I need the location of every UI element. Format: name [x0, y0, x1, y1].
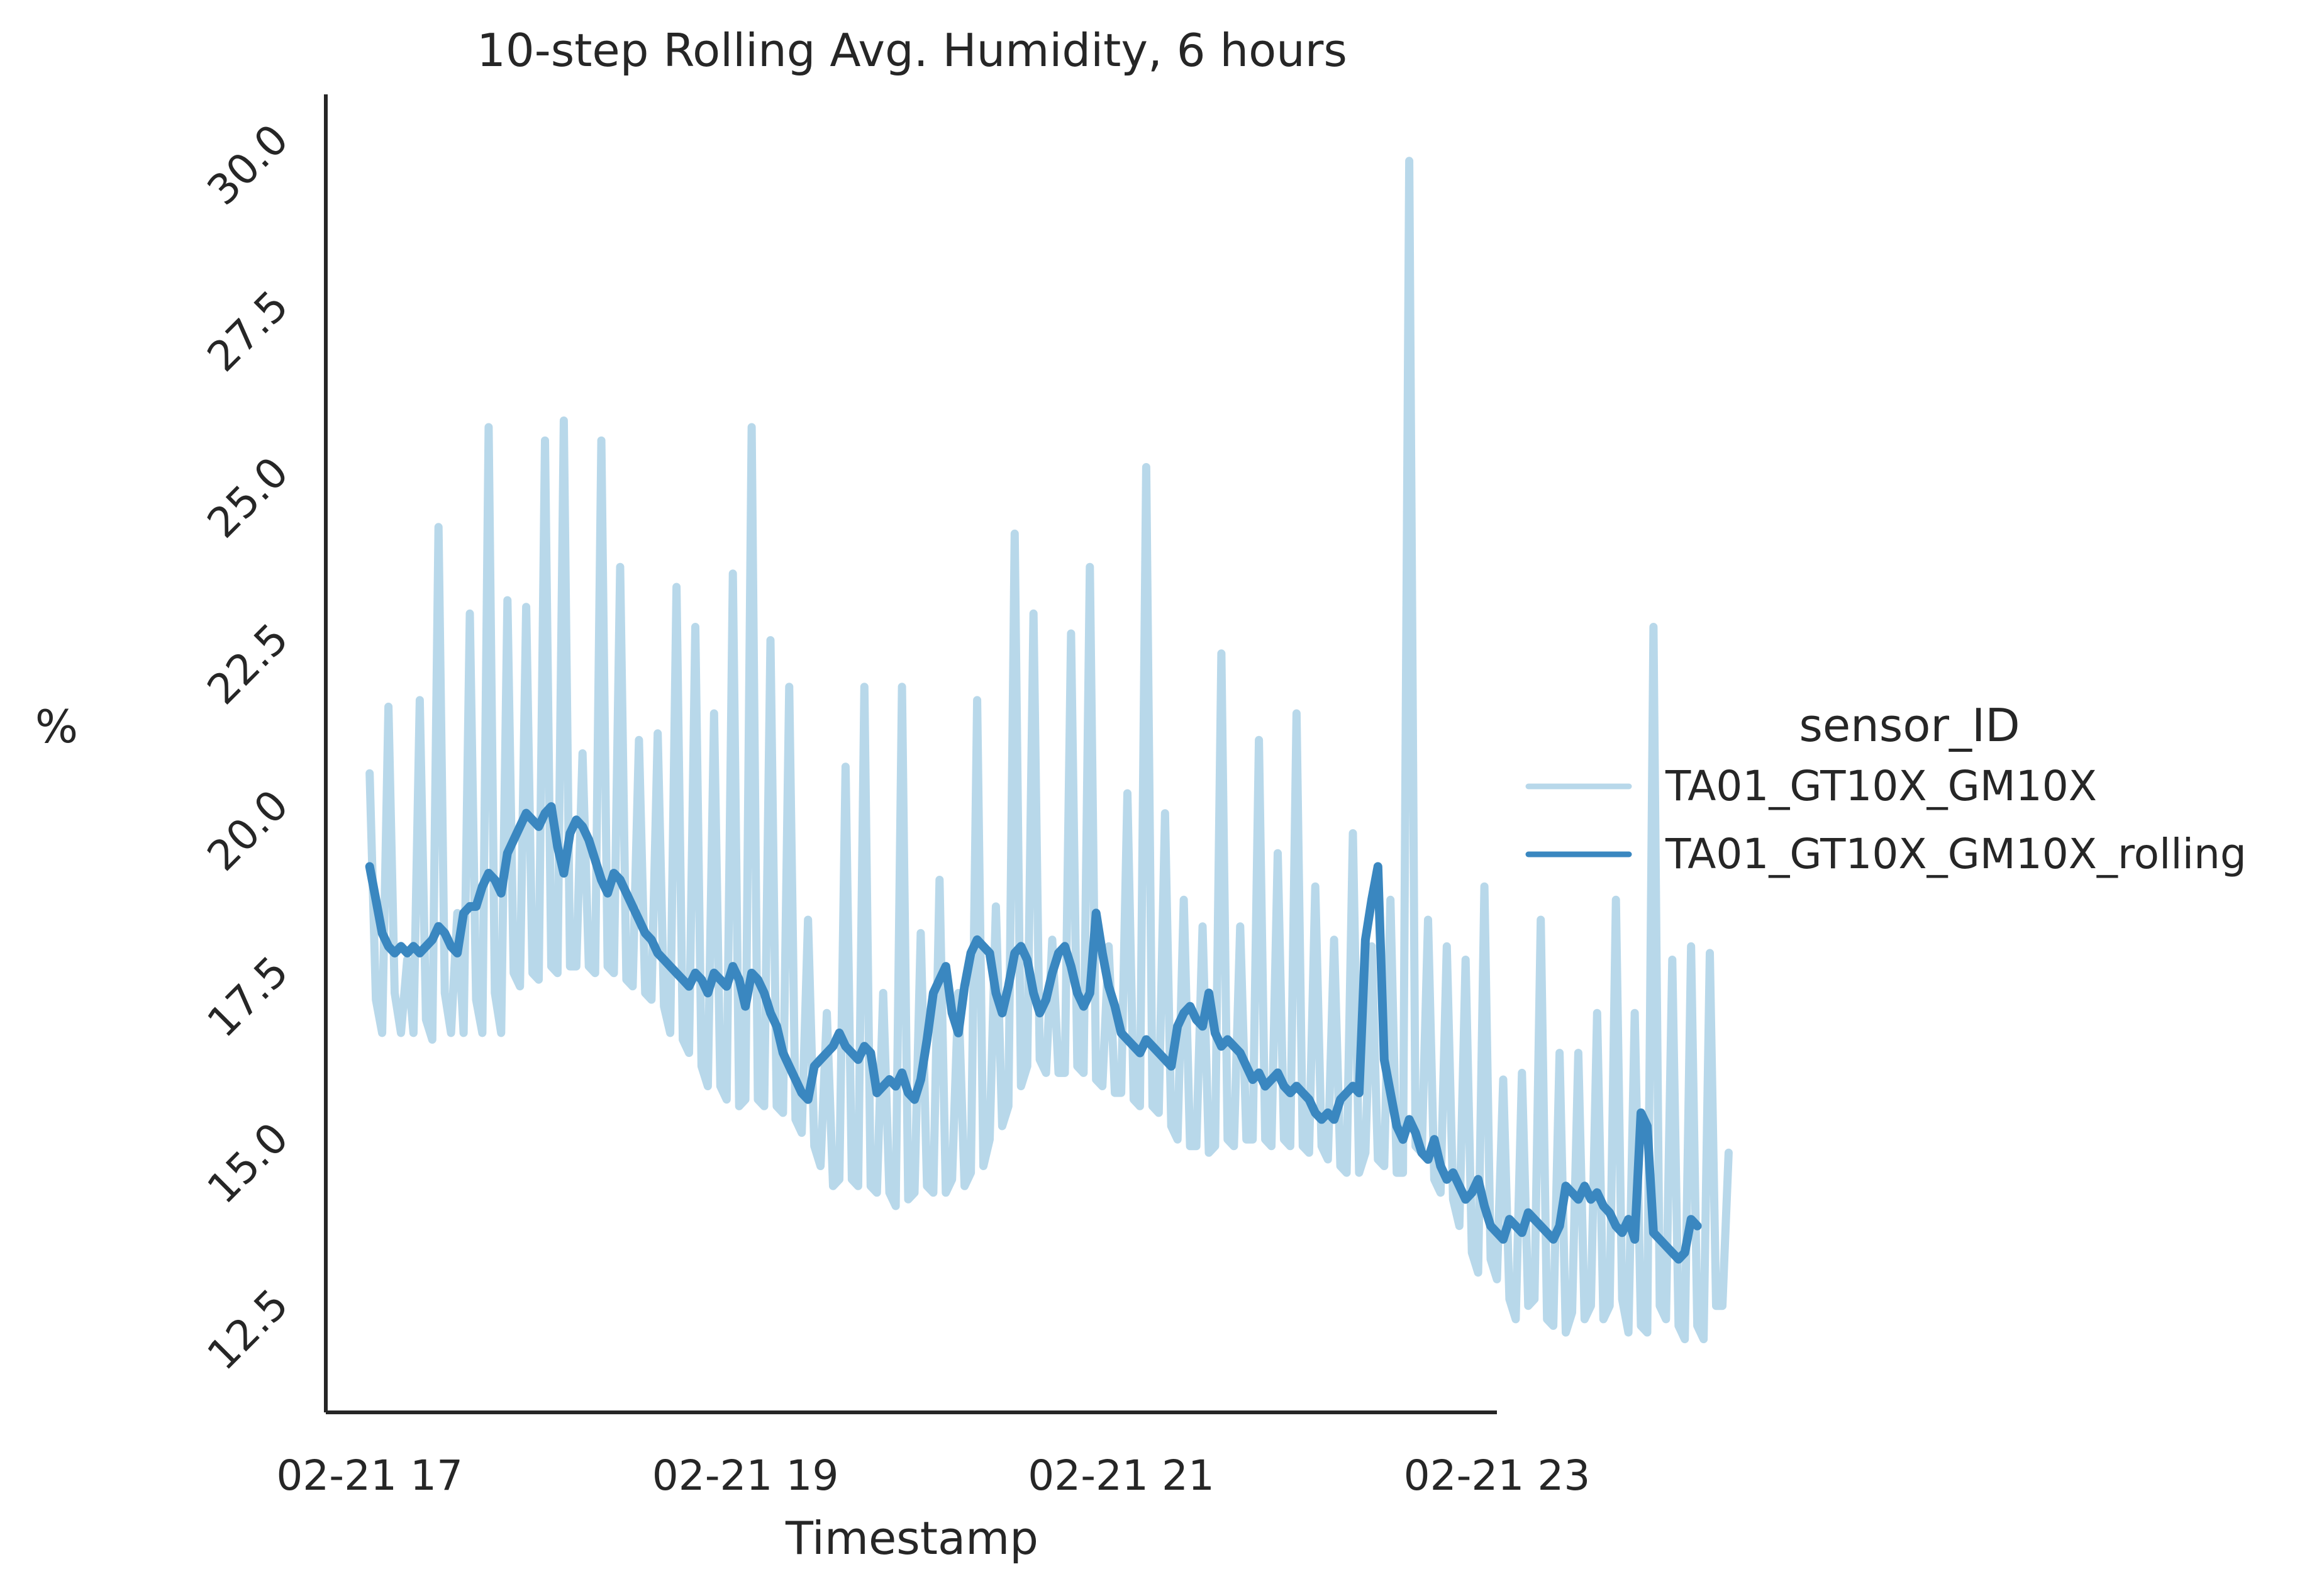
y-tick-label: 25.0 [198, 448, 297, 547]
y-tick-label: 22.5 [198, 614, 297, 713]
x-tick-label: 02-21 23 [1404, 1451, 1591, 1500]
x-tick-label: 02-21 19 [652, 1451, 839, 1500]
y-tick-label: 27.5 [198, 281, 297, 381]
x-axis-label: Timestamp [785, 1512, 1038, 1565]
y-axis-label: % [35, 700, 78, 753]
legend-title: sensor_ID [1799, 699, 2020, 752]
y-ticks: 12.5 15.0 17.5 20.0 22.5 25.0 27.5 30.0 [198, 115, 297, 1380]
y-tick-label: 30.0 [198, 115, 297, 215]
legend-items: TA01_GT10X_GM10X TA01_GT10X_GM10X_rolling [1525, 762, 2247, 878]
legend: sensor_ID TA01_GT10X_GM10XTA01_GT10X_GM1… [1525, 699, 2247, 878]
y-tick-label: 17.5 [198, 947, 297, 1046]
series-line-ta01-gt10x-gm10x [365, 157, 1733, 1344]
legend-label: TA01_GT10X_GM10X [1665, 762, 2097, 810]
x-tick-label: 02-21 21 [1028, 1451, 1215, 1500]
series-layer [365, 157, 1733, 1344]
y-tick-label: 15.0 [198, 1114, 297, 1213]
y-tick-label: 12.5 [198, 1280, 297, 1379]
chart-title: 10-step Rolling Avg. Humidity, 6 hours [477, 24, 1347, 77]
x-ticks: 02-21 17 02-21 19 02-21 21 02-21 23 [276, 1451, 1590, 1500]
x-tick-label: 02-21 17 [276, 1451, 463, 1500]
plot-area: 02-21 17 02-21 19 02-21 21 02-21 23 12.5 15.… [198, 94, 1733, 1500]
series-line-ta01-gt10x-gm10x-rolling [365, 802, 1702, 1264]
legend-label: TA01_GT10X_GM10X_rolling [1665, 830, 2247, 878]
y-tick-label: 20.0 [198, 781, 297, 880]
